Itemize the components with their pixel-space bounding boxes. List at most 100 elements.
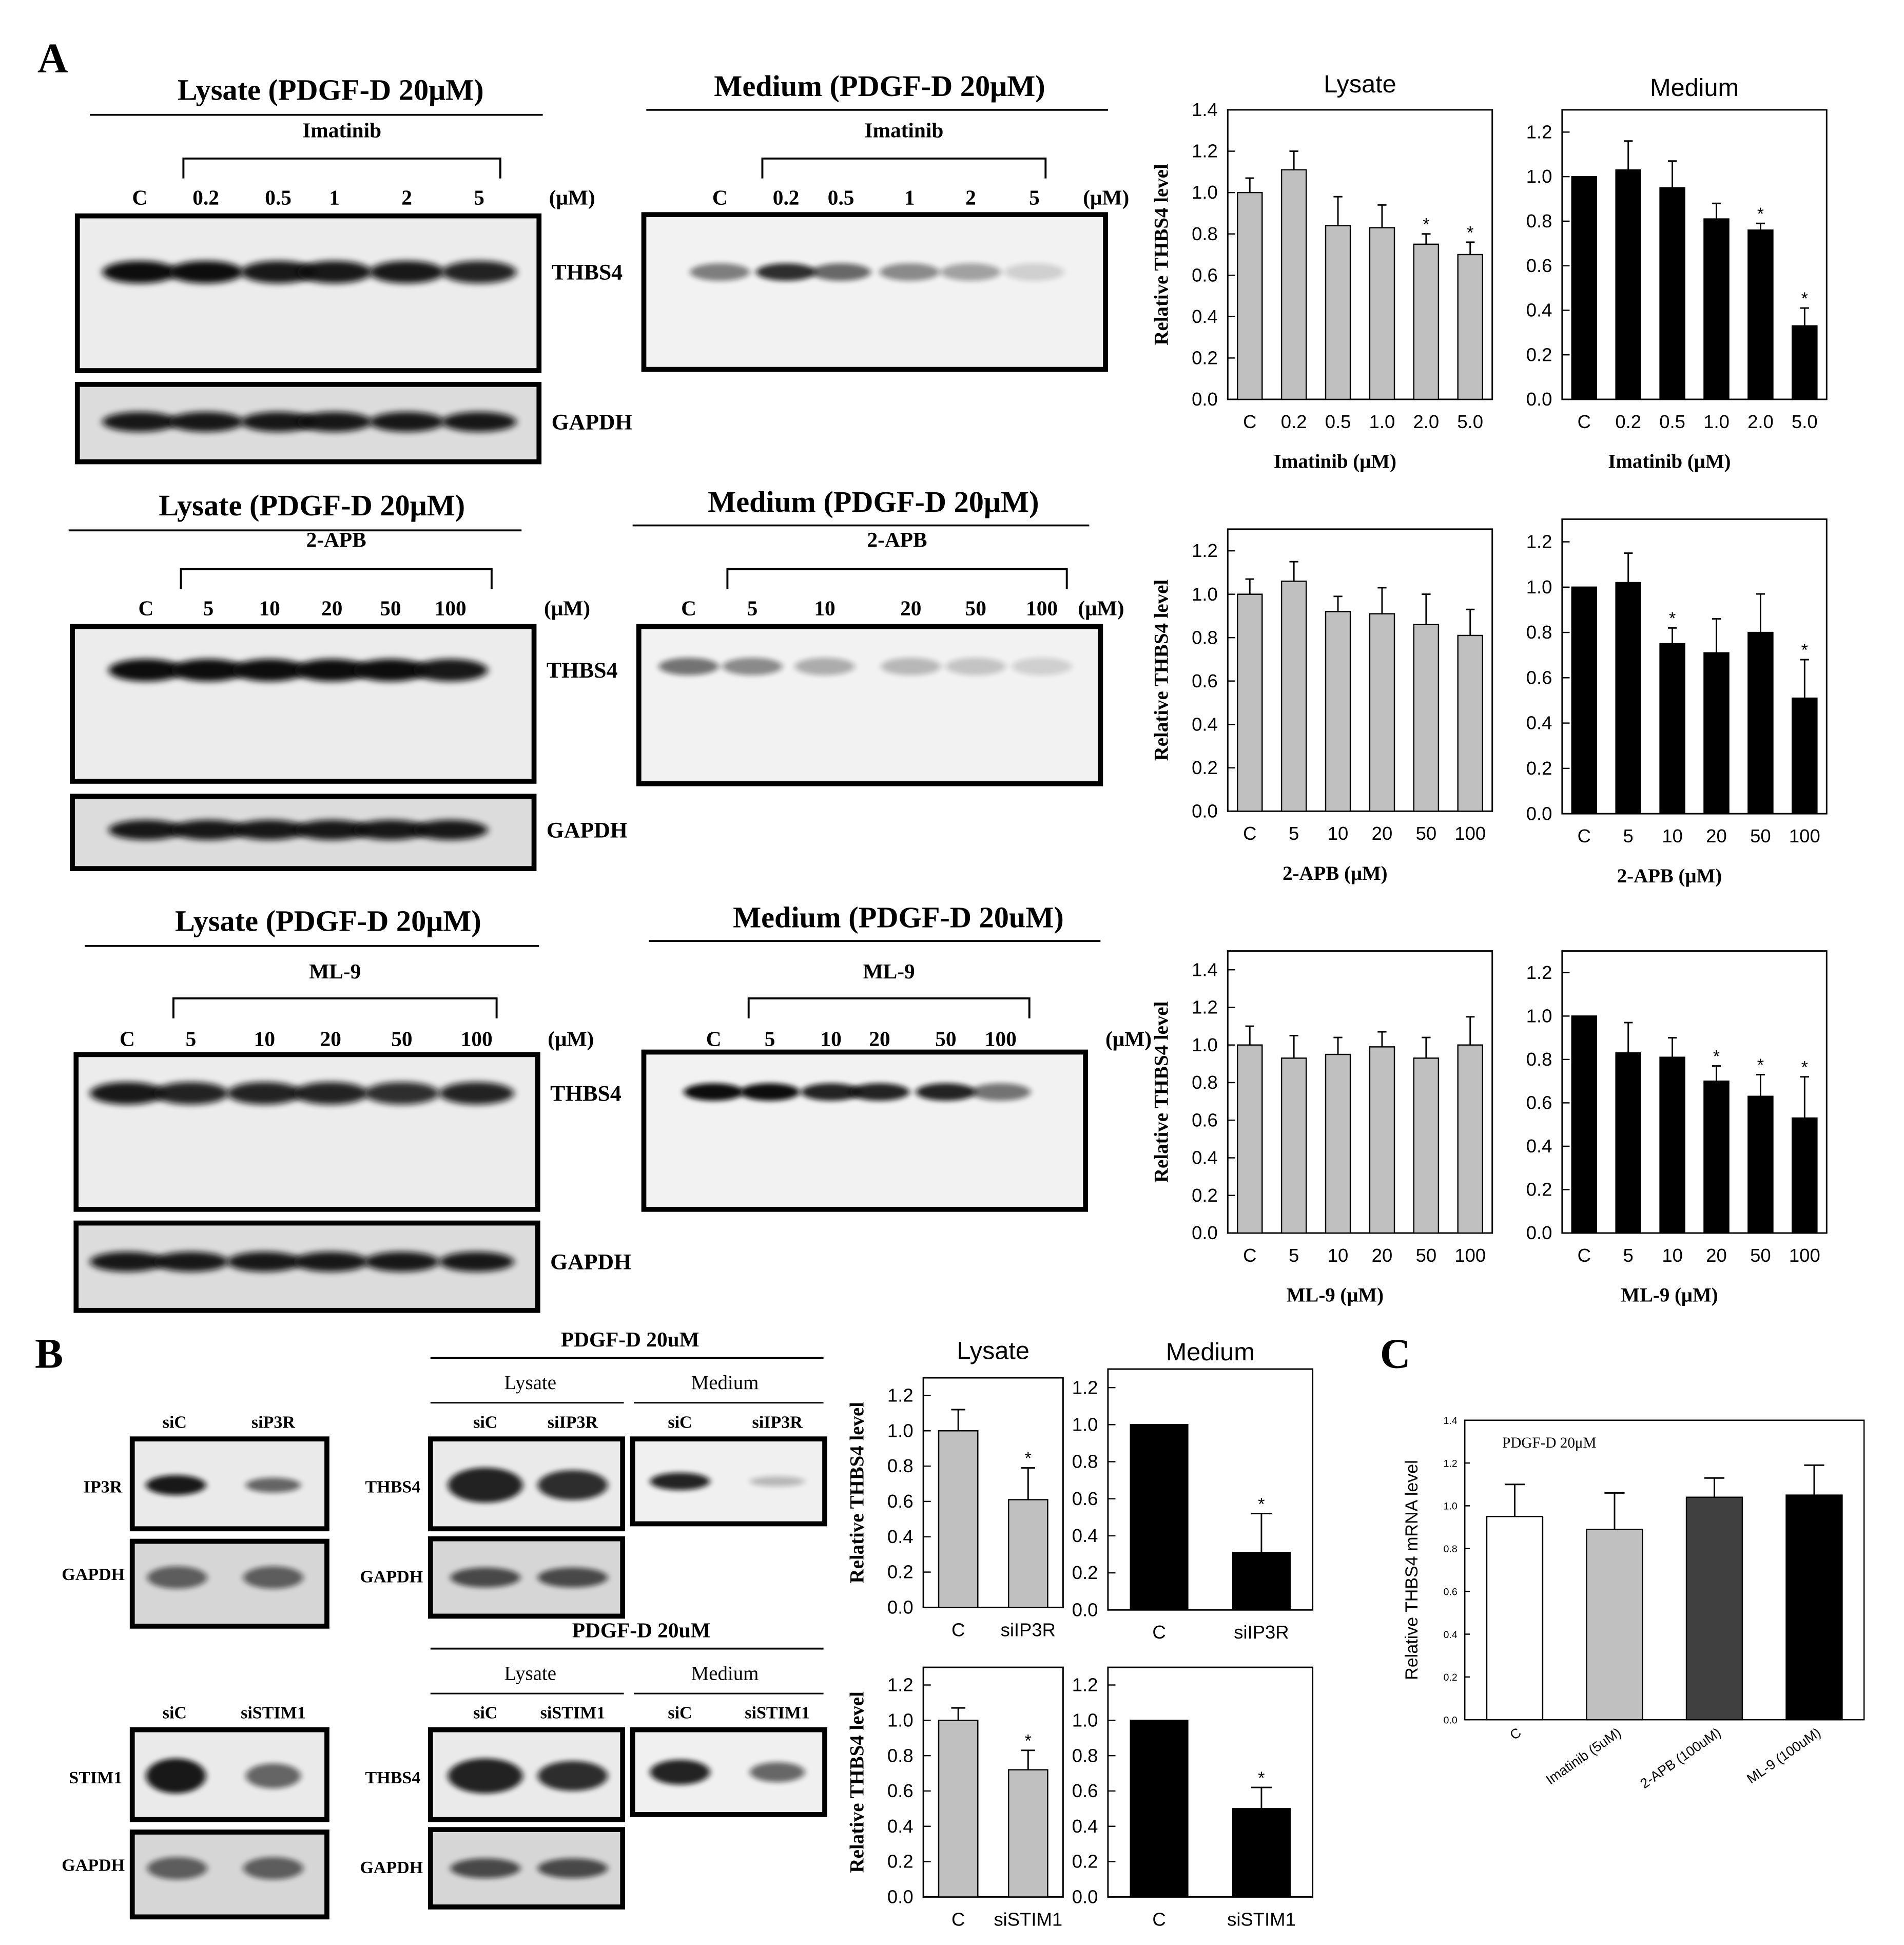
y-tick-label: 1.0 (1192, 584, 1218, 605)
y-tick-label: 0.8 (1526, 622, 1552, 643)
significance-star: * (1258, 1768, 1265, 1788)
y-axis-label: Relative THBS4 mRNA level (1402, 1460, 1422, 1680)
y-tick-label: 0.4 (887, 1526, 914, 1547)
chart-C-mrna: 0.0 0.2 0.4 0.6 0.8 1.0 1.2 1.4 C Imatinib (5uM) 2… (1402, 1415, 1865, 1792)
lane-label: 50 (380, 596, 401, 620)
lane-label: 20 (320, 1027, 341, 1050)
bar (1615, 1052, 1641, 1234)
western-blots: Lysate (PDGF-D 20μM) Medium (PDGF-D 20μM)… (68, 69, 1152, 1313)
lane-label: C (712, 186, 728, 209)
y-tick-label: 1.2 (1526, 121, 1552, 142)
y-tick-label: 1.0 (1072, 1709, 1098, 1730)
drug-label: 2-APB (867, 528, 927, 551)
x-axis-label: 2-APB (μM) (1617, 865, 1722, 887)
category-label: 2-APB (100uM) (1637, 1725, 1723, 1792)
blot-band (970, 1083, 1031, 1101)
chart-frame (1107, 1368, 1314, 1611)
x-axis-label: ML-9 (μM) (1287, 1284, 1384, 1306)
lane-label: siC (473, 1413, 497, 1432)
blot-band (294, 659, 370, 682)
y-tick-label: 0.2 (1526, 1179, 1552, 1200)
x-axis-label: ML-9 (μM) (1621, 1284, 1718, 1306)
significance-star: * (1757, 204, 1764, 224)
bar (1280, 169, 1307, 400)
dose-bracket (747, 997, 1031, 1018)
blot-band (756, 263, 817, 281)
blot-band (147, 1566, 207, 1589)
chart-frame (1561, 518, 1828, 815)
lysate-label: Lysate (504, 1662, 556, 1684)
category-label: 100 (1454, 1245, 1486, 1266)
y-tick-label: 0.6 (887, 1780, 914, 1801)
y-axis-label: Relative THBS4 level (846, 1691, 868, 1873)
bar (1586, 1529, 1643, 1721)
chart-title: Lysate (957, 1337, 1029, 1365)
y-tick-label: 1.0 (1072, 1414, 1098, 1435)
medium-thbs4-blot (636, 624, 1103, 786)
y-tick-label: 1.4 (1192, 99, 1218, 120)
bar (1413, 243, 1440, 400)
y-tick-label: 0.2 (1192, 757, 1218, 778)
y-axis-label: Relative THBS4 level (1151, 164, 1173, 345)
blot-band (364, 1251, 439, 1272)
bar (1703, 1080, 1730, 1234)
significance-star: * (1713, 1047, 1720, 1066)
bar-charts: 0.0 0.2 0.4 0.6 0.8 1.0 1.2 1.4 C 0.2 0.5 1.0 * 2.0 * 5… (846, 70, 1865, 1930)
y-tick-label: 0.4 (1072, 1816, 1098, 1837)
dose-bracket (180, 568, 493, 589)
bar (1130, 1424, 1189, 1611)
lane-label: 20 (900, 596, 921, 620)
category-label: 1.0 (1369, 411, 1395, 432)
category-label: 5.0 (1792, 411, 1818, 432)
blot-band (945, 658, 1006, 676)
bar (1236, 593, 1263, 812)
y-tick-label: 1.2 (1192, 997, 1218, 1018)
y-tick-label: 0.4 (1192, 306, 1218, 327)
blot-band (369, 412, 444, 432)
y-tick-label: 0.0 (1526, 1222, 1552, 1243)
band-label: GAPDH (360, 1568, 423, 1587)
blot-band (147, 1857, 207, 1880)
lane-label: 2 (965, 186, 976, 209)
bar (1232, 1808, 1291, 1898)
chart-B-ip3r-lysate: 0.0 0.2 0.4 0.6 0.8 1.0 1.2 C * siIP3R Lysate Relat… (846, 1337, 1064, 1640)
lane-label: siC (668, 1704, 692, 1723)
bar (1280, 581, 1307, 812)
blot-band (108, 820, 184, 840)
category-label: 0.2 (1281, 411, 1307, 432)
significance-star: * (1467, 223, 1473, 242)
lane-label: siIP3R (548, 1413, 598, 1432)
blot-band (245, 1477, 301, 1493)
y-tick-label: 1.0 (1444, 1501, 1458, 1512)
bar (1369, 1046, 1395, 1234)
y-tick-label: 0.4 (1072, 1525, 1098, 1546)
blot-band (750, 1762, 805, 1782)
category-label: 100 (1789, 825, 1820, 846)
blot-band (1004, 263, 1064, 281)
category-label: C (1578, 1245, 1591, 1266)
lane-label: 20 (321, 596, 342, 620)
chart-frame (922, 1377, 1064, 1608)
blot-band (537, 1567, 608, 1588)
category-label: 10 (1662, 1245, 1683, 1266)
blot-band (849, 1083, 910, 1101)
category-label: 5.0 (1457, 411, 1483, 432)
chart-A-imatinib-medium: 0.0 0.2 0.4 0.6 0.8 1.0 1.2 C 0.2 0.5 1.0 * 2.0 * 5.0 M… (1526, 74, 1828, 473)
blot-band (537, 1761, 608, 1791)
bar (1007, 1499, 1048, 1608)
bar (1236, 1044, 1263, 1234)
significance-star: * (1801, 641, 1808, 660)
bar (1615, 582, 1641, 815)
lane-label: 1 (329, 186, 340, 209)
band-label: GAPDH (550, 1250, 631, 1275)
blot-band (650, 1472, 710, 1490)
bar (1571, 586, 1598, 815)
blot-band (227, 1082, 302, 1105)
lane-label: 2 (401, 186, 412, 209)
blot-band (353, 659, 428, 682)
category-label: Imatinib (5uM) (1543, 1725, 1624, 1788)
y-tick-label: 0.8 (1192, 223, 1218, 244)
category-label: 5 (1289, 1245, 1299, 1266)
category-label: 20 (1372, 1245, 1393, 1266)
category-label: 50 (1750, 825, 1771, 846)
